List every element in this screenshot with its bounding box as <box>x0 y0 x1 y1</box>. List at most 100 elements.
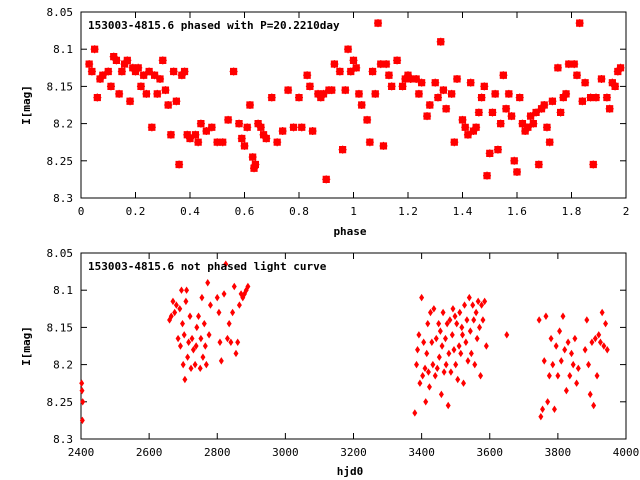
data-point <box>436 37 445 46</box>
data-point <box>415 345 421 354</box>
data-point <box>454 319 460 328</box>
data-point <box>596 331 602 339</box>
data-point <box>422 364 428 373</box>
data-point <box>504 89 513 98</box>
y-axis-label: I[mag] <box>20 85 33 125</box>
data-point <box>446 349 452 358</box>
data-point <box>555 372 561 380</box>
data-point <box>308 127 317 136</box>
data-point <box>338 145 347 154</box>
data-point <box>85 60 94 69</box>
data-point <box>474 334 480 343</box>
data-point <box>172 308 178 317</box>
data-point <box>161 86 170 95</box>
data-point <box>448 368 454 376</box>
data-point <box>429 338 435 347</box>
data-point <box>597 74 606 83</box>
data-point <box>416 331 422 339</box>
data-point <box>295 93 303 102</box>
x-tick-label: 3200 <box>340 446 367 459</box>
data-point <box>591 401 597 410</box>
data-point <box>344 45 353 54</box>
data-point <box>464 316 470 324</box>
data-point <box>189 334 195 343</box>
data-point <box>510 156 519 165</box>
data-point <box>457 308 463 317</box>
data-point <box>449 331 455 339</box>
data-point <box>196 119 205 128</box>
y-tick-label: 8.05 <box>47 247 74 260</box>
data-point <box>217 338 223 347</box>
data-point <box>441 368 447 376</box>
data-point <box>168 312 174 320</box>
data-point <box>575 19 584 28</box>
data-point <box>601 342 607 350</box>
data-point <box>480 82 489 91</box>
data-point <box>412 409 418 417</box>
data-point <box>175 334 181 343</box>
data-point <box>538 412 544 421</box>
data-point <box>483 171 492 180</box>
x-tick-label: 1.2 <box>398 205 418 218</box>
data-point <box>444 319 450 328</box>
data-point <box>431 78 440 87</box>
data-point <box>267 93 276 102</box>
data-point <box>574 379 580 387</box>
data-point <box>349 56 358 65</box>
data-point <box>115 89 124 98</box>
data-point <box>605 104 614 113</box>
data-point <box>468 349 474 358</box>
y-tick-label: 8.05 <box>47 6 74 19</box>
data-point <box>425 319 431 328</box>
data-point <box>289 123 298 132</box>
data-point <box>297 123 306 132</box>
data-point <box>534 160 543 169</box>
data-point <box>197 364 203 373</box>
data-point <box>465 357 471 365</box>
data-point <box>483 342 489 350</box>
data-point <box>430 360 436 369</box>
data-point <box>87 67 96 76</box>
data-point <box>543 312 549 320</box>
x-tick-label: 0 <box>78 205 85 218</box>
data-point <box>233 349 239 358</box>
data-point <box>488 108 497 117</box>
data-point <box>379 141 388 150</box>
data-point <box>438 390 444 399</box>
data-point <box>584 316 590 324</box>
data-point <box>461 123 470 132</box>
data-point <box>180 319 185 328</box>
data-point <box>104 67 113 76</box>
data-point <box>485 149 494 158</box>
data-point <box>570 60 579 69</box>
data-point <box>368 67 377 76</box>
data-point <box>463 338 469 347</box>
data-point <box>184 286 190 294</box>
data-point <box>79 379 85 387</box>
data-point <box>414 360 419 369</box>
data-point <box>434 364 440 373</box>
data-point <box>194 323 200 332</box>
data-point <box>507 112 516 121</box>
data-point <box>382 60 391 69</box>
data-point <box>536 316 542 324</box>
data-point <box>117 67 126 76</box>
data-point <box>393 56 402 65</box>
data-point <box>426 383 432 391</box>
data-point <box>192 360 198 369</box>
x-tick-label: 1.6 <box>507 205 527 218</box>
data-point <box>123 56 132 65</box>
data-point <box>472 123 481 132</box>
data-point <box>578 97 587 106</box>
data-point <box>330 60 339 69</box>
data-point <box>565 338 571 347</box>
data-point <box>550 360 556 369</box>
x-tick-label: 3600 <box>477 446 504 459</box>
data-point <box>461 379 467 387</box>
y-tick-label: 8.2 <box>53 359 73 372</box>
x-tick-label: 2400 <box>68 446 95 459</box>
data-point <box>177 342 183 350</box>
chart-title: 153003-4815.6 not phased light curve <box>88 260 327 273</box>
y-tick-label: 8.3 <box>53 433 73 446</box>
data-point <box>214 293 220 302</box>
